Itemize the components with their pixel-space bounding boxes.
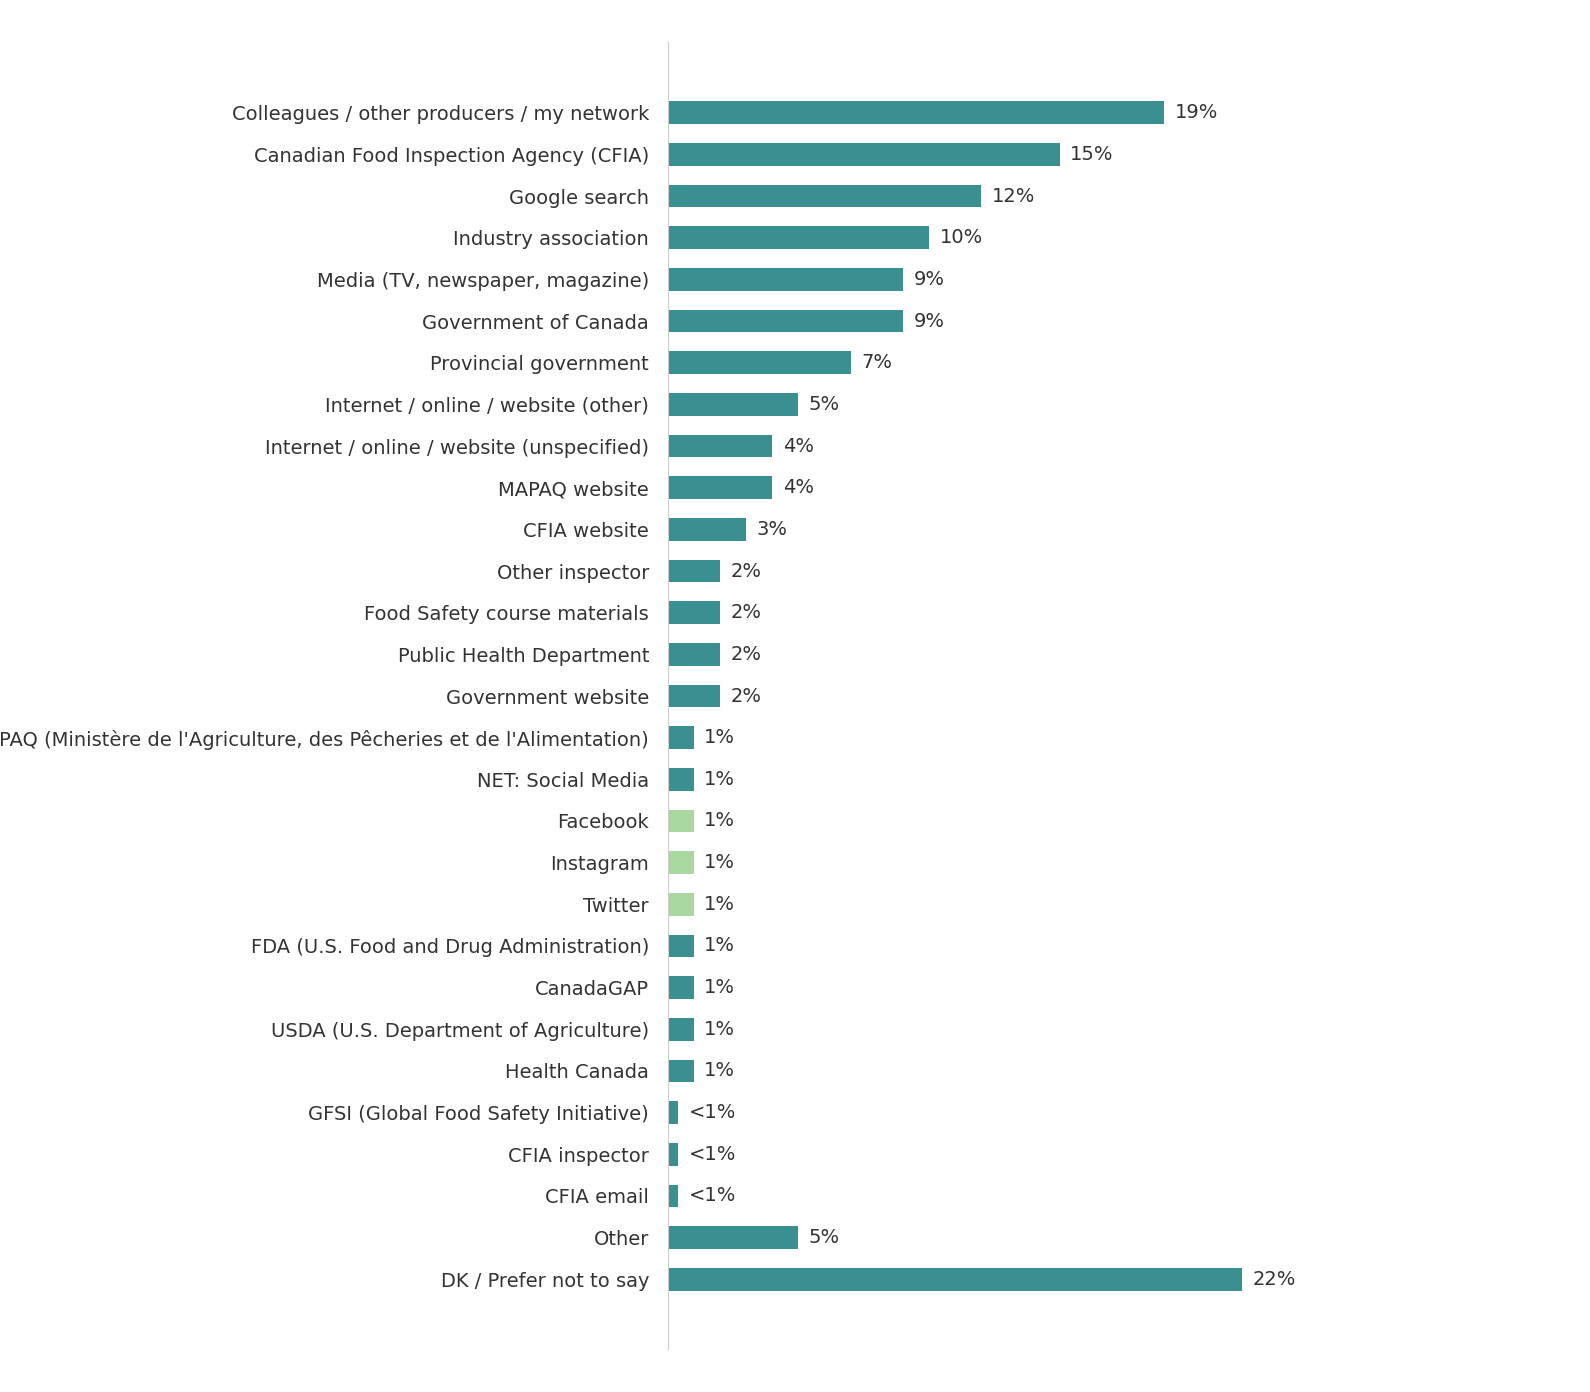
Text: 5%: 5% xyxy=(809,395,840,413)
Bar xyxy=(668,185,981,207)
Text: <1%: <1% xyxy=(688,1102,736,1122)
Text: 19%: 19% xyxy=(1175,103,1218,122)
Bar xyxy=(668,976,693,999)
Bar xyxy=(668,227,929,249)
Bar xyxy=(668,601,720,624)
Text: 1%: 1% xyxy=(704,728,735,748)
Text: 4%: 4% xyxy=(782,437,814,455)
Text: 2%: 2% xyxy=(730,561,762,580)
Text: 3%: 3% xyxy=(757,519,787,539)
Bar xyxy=(668,643,720,665)
Text: 9%: 9% xyxy=(913,312,944,330)
Text: 2%: 2% xyxy=(730,644,762,664)
Text: 1%: 1% xyxy=(704,979,735,997)
Bar xyxy=(668,351,851,374)
Text: 22%: 22% xyxy=(1253,1270,1296,1289)
Text: 1%: 1% xyxy=(704,812,735,831)
Bar xyxy=(668,267,903,291)
Bar xyxy=(668,434,773,458)
Text: 2%: 2% xyxy=(730,686,762,706)
Bar xyxy=(668,143,1059,166)
Bar xyxy=(668,1268,1242,1290)
Text: 9%: 9% xyxy=(913,270,944,290)
Text: 5%: 5% xyxy=(809,1228,840,1247)
Bar xyxy=(668,685,720,707)
Bar xyxy=(668,1101,679,1125)
Text: 2%: 2% xyxy=(730,603,762,622)
Bar xyxy=(668,892,693,916)
Bar xyxy=(668,518,746,541)
Bar xyxy=(668,393,798,416)
Text: 1%: 1% xyxy=(704,937,735,955)
Bar xyxy=(668,1185,679,1207)
Bar xyxy=(668,934,693,958)
Bar xyxy=(668,1143,679,1165)
Bar xyxy=(668,1059,693,1083)
Bar xyxy=(668,1226,798,1249)
Bar xyxy=(668,476,773,500)
Bar xyxy=(668,851,693,874)
Text: 1%: 1% xyxy=(704,770,735,789)
Text: 7%: 7% xyxy=(862,354,892,372)
Text: 1%: 1% xyxy=(704,1062,735,1080)
Text: 12%: 12% xyxy=(992,187,1035,206)
Text: 10%: 10% xyxy=(940,228,983,248)
Bar xyxy=(668,1018,693,1041)
Text: <1%: <1% xyxy=(688,1144,736,1164)
Text: 15%: 15% xyxy=(1070,145,1113,164)
Text: 1%: 1% xyxy=(704,895,735,913)
Bar xyxy=(668,727,693,749)
Bar xyxy=(668,309,903,333)
Text: 1%: 1% xyxy=(704,1020,735,1038)
Text: <1%: <1% xyxy=(688,1186,736,1205)
Bar xyxy=(668,560,720,582)
Bar xyxy=(668,810,693,832)
Bar xyxy=(668,768,693,791)
Text: 4%: 4% xyxy=(782,479,814,497)
Bar xyxy=(668,102,1164,124)
Text: 1%: 1% xyxy=(704,853,735,873)
